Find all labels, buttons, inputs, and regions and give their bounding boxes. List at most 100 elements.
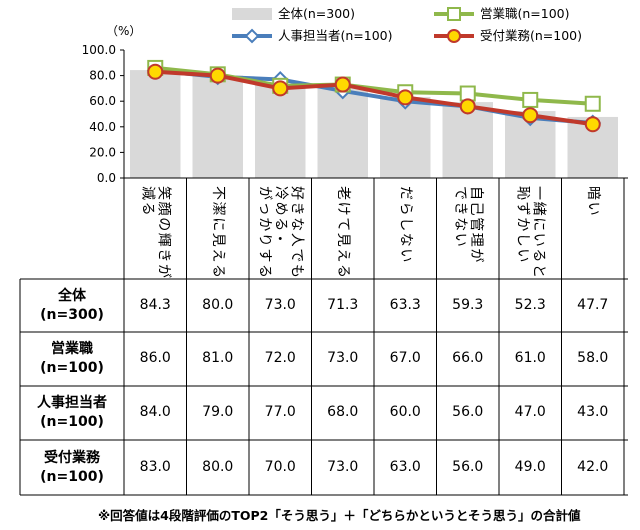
marker-circle [334, 76, 351, 93]
category-char: い [452, 233, 468, 247]
category-char: な [397, 233, 413, 247]
category-char: き [155, 248, 171, 262]
table-cell: 73.0 [327, 350, 359, 366]
table-row: 全体 (n=300) 84.3 80.0 73.0 71.3 63.3 59.3 52.3 47.… [20, 279, 628, 332]
marker-square [584, 95, 601, 112]
table-cell: 52.3 [514, 296, 546, 313]
row-header: 営業職 (n=100) [20, 340, 124, 378]
category-char: な [288, 217, 304, 231]
bar-all-6 [442, 102, 493, 178]
legend-label: 営業職(n=100) [480, 6, 570, 21]
category-char: け [335, 202, 351, 216]
category-char: い [530, 233, 546, 247]
y-tick-label: 40.0 [89, 120, 116, 134]
bar-all-5 [380, 96, 431, 178]
category-char: が [468, 248, 484, 262]
category-char: が [155, 264, 171, 278]
table-cell: 72.0 [264, 350, 296, 366]
category-char: 己 [468, 202, 484, 216]
marker-circle [459, 98, 476, 115]
category-char: だ [397, 186, 413, 200]
table-cell: 80.0 [202, 296, 234, 313]
category-char: 見 [210, 233, 226, 247]
legend-item: 営業職(n=100) [434, 6, 570, 21]
category-char: っ [256, 202, 272, 216]
legend-label: 全体(n=300) [278, 6, 355, 21]
category-char: し [514, 233, 530, 247]
table-cell: 56.0 [452, 458, 484, 475]
category-char: い [514, 248, 530, 262]
table-cell: 56.0 [452, 404, 484, 420]
category-char: る [210, 264, 226, 278]
table-cell: 60.0 [389, 404, 421, 420]
bar-all-2 [192, 75, 243, 178]
row-header-line: (n=100) [40, 468, 104, 485]
category-char: め [272, 202, 288, 216]
category-char: 人 [288, 233, 304, 247]
marker-circle [397, 89, 414, 106]
y-tick-label: 100.0 [82, 43, 116, 57]
y-tick-label: 60.0 [89, 94, 116, 108]
table-cell: 42.0 [577, 458, 609, 475]
y-tick-label: 20.0 [89, 145, 116, 159]
category-char: て [335, 217, 351, 231]
category-char: と [530, 264, 546, 278]
table-row: 人事担当者 (n=100) 84.0 79.0 77.0 68.0 60.0 56.0 47.0… [20, 386, 628, 440]
category-char: 自 [468, 186, 484, 200]
table-cell: 81.0 [202, 350, 234, 366]
table-cell: 80.0 [202, 458, 234, 475]
marker-circle [522, 107, 539, 124]
marker-circle [209, 67, 226, 84]
legend-marker [447, 29, 461, 43]
category-char: に [530, 217, 546, 231]
marker-square [522, 91, 539, 108]
chart-axes: 100.0 80.0 60.0 40.0 20.0 0.0 （%） [82, 24, 142, 185]
data-table: 全体 (n=300) 84.3 80.0 73.0 71.3 63.3 59.3 52.3 47.… [20, 278, 628, 496]
row-header-line: (n=300) [40, 306, 104, 323]
legend-label: 人事担当者(n=100) [278, 28, 393, 43]
category-char: ず [514, 202, 530, 216]
category-char: 不 [210, 186, 226, 200]
category-char: る [256, 264, 272, 278]
category-char: で [288, 248, 304, 262]
category-char: り [256, 233, 272, 247]
table-cell: 67.0 [389, 350, 421, 366]
bar-all-4 [317, 86, 368, 178]
category-char: 理 [468, 233, 484, 247]
category-char: き [452, 202, 468, 216]
legend-swatch [232, 8, 272, 20]
table-cell: 61.0 [514, 350, 546, 366]
category-char: し [397, 217, 413, 231]
category-char: ・ [273, 232, 287, 248]
table-cell: 73.0 [327, 458, 359, 475]
marker-circle [584, 116, 601, 133]
table-cell: 77.0 [264, 404, 296, 420]
table-row: 受付業務 (n=100) 83.0 80.0 70.0 73.0 63.0 56.0 49.0 4… [20, 440, 628, 495]
category-char: え [335, 248, 351, 262]
category-char: 笑 [155, 186, 171, 200]
category-char: 好 [288, 186, 304, 200]
category-char: 見 [335, 233, 351, 247]
table-cell: 63.0 [389, 458, 421, 475]
category-char: な [452, 217, 468, 231]
table-cell: 58.0 [577, 350, 609, 366]
category-char: 暗 [585, 186, 601, 200]
table-cell: 84.0 [139, 404, 171, 420]
category-char: で [452, 186, 468, 200]
table-cell: 68.0 [327, 404, 359, 420]
category-label: 暗い [585, 186, 601, 216]
category-char: 冷 [272, 186, 288, 200]
table-cell: 83.0 [139, 458, 171, 475]
marker-circle [272, 80, 289, 97]
row-header-line: 全体 [58, 287, 86, 304]
table-cell: 49.0 [514, 458, 546, 475]
category-char: き [288, 202, 304, 216]
table-cell: 86.0 [139, 350, 171, 366]
table-cell: 71.3 [327, 296, 359, 313]
